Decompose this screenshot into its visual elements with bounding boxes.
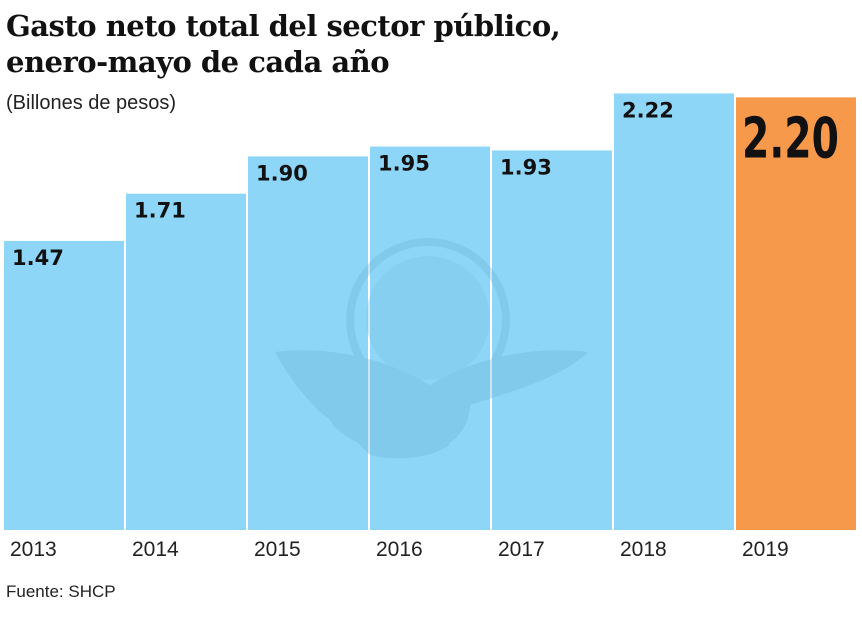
value-label-2015: 1.90 xyxy=(256,161,308,185)
bar-2015 xyxy=(248,156,368,531)
chart-title: Gasto neto total del sector público, ene… xyxy=(6,8,561,80)
value-labels-group: 1.47 1.71 1.90 1.95 1.93 2.22 2.20 xyxy=(12,98,839,269)
chart-title-line-1: Gasto neto total del sector público, xyxy=(6,9,561,43)
bar-2017 xyxy=(492,150,612,530)
x-tick-2016: 2016 xyxy=(376,538,423,561)
bar-2019 xyxy=(736,97,856,531)
x-tick-2017: 2017 xyxy=(498,538,545,561)
x-tick-2013: 2013 xyxy=(10,538,57,561)
bar-2013 xyxy=(4,240,124,530)
chart-subtitle: (Billones de pesos) xyxy=(6,92,177,114)
x-tick-2019: 2019 xyxy=(742,538,789,561)
bars-group xyxy=(4,93,856,531)
x-tick-2018: 2018 xyxy=(620,538,667,561)
bar-2014 xyxy=(126,193,246,530)
value-label-2014: 1.71 xyxy=(134,199,186,223)
watermark-emblem-icon xyxy=(275,238,588,459)
bar-2018 xyxy=(614,93,734,530)
x-tick-2015: 2015 xyxy=(254,538,301,561)
value-label-2018: 2.22 xyxy=(622,98,674,122)
x-tick-2014: 2014 xyxy=(132,538,179,561)
value-label-2016: 1.95 xyxy=(378,152,430,176)
value-label-2013: 1.47 xyxy=(12,246,64,270)
bar-2016 xyxy=(370,146,490,530)
value-label-2017: 1.93 xyxy=(500,155,552,179)
chart-title-line-2: enero-mayo de cada año xyxy=(6,45,390,79)
chart-source: Fuente: SHCP xyxy=(6,582,116,601)
x-axis-ticks: 2013 2014 2015 2016 2017 2018 2019 xyxy=(10,538,789,561)
value-label-2019: 2.20 xyxy=(742,105,839,171)
